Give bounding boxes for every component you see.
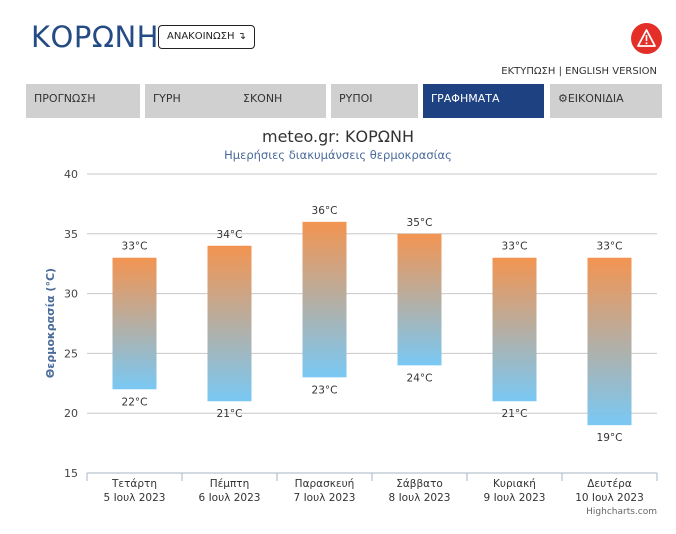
high-temp-label: 33°C <box>597 241 623 253</box>
x-tick-label-day: Κυριακή <box>493 478 536 490</box>
tab-charts[interactable]: ΓΡΑΦΗΜΑΤΑ <box>423 84 544 118</box>
high-temp-label: 35°C <box>407 217 433 229</box>
x-tick-label-date: 10 Ιουλ 2023 <box>575 492 644 504</box>
y-tick-label: 15 <box>64 467 78 480</box>
y-tick-label: 40 <box>64 168 78 181</box>
x-tick-label-date: 8 Ιουλ 2023 <box>389 492 451 504</box>
high-temp-label: 33°C <box>122 241 148 253</box>
x-tick-label-day: Πέμπτη <box>210 478 250 490</box>
temperature-bar[interactable] <box>492 257 537 402</box>
y-tick-label: 20 <box>64 407 78 420</box>
low-temp-label: 24°C <box>407 372 433 384</box>
low-temp-label: 23°C <box>312 384 338 396</box>
low-temp-label: 19°C <box>597 432 623 444</box>
y-tick-label: 30 <box>64 288 78 301</box>
low-temp-label: 21°C <box>217 408 243 420</box>
high-temp-label: 36°C <box>312 205 338 217</box>
x-tick-label-date: 7 Ιουλ 2023 <box>294 492 356 504</box>
chart-title: meteo.gr: ΚΟΡΩΝΗ <box>261 127 415 146</box>
temperature-bar[interactable] <box>112 257 157 390</box>
chart-subtitle: Ημερήσιες διακυμάνσεις θερμοκρασίας <box>224 148 452 162</box>
low-temp-label: 21°C <box>502 408 528 420</box>
tab-bar: ΠΡΟΓΝΩΣΗ ΓΥΡΗ ΣΚΟΝΗ ΡΥΠΟΙ ΓΡΑΦΗΜΑΤΑ ⚙ΕΙΚ… <box>26 84 662 118</box>
page-title: ΚΟΡΩΝΗ <box>31 20 159 54</box>
high-temp-label: 34°C <box>217 229 243 241</box>
temperature-bar[interactable] <box>587 257 632 426</box>
y-tick-label: 35 <box>64 228 78 241</box>
x-tick-label-day: Τετάρτη <box>111 478 157 490</box>
x-tick-label-date: 9 Ιουλ 2023 <box>484 492 546 504</box>
english-version-link[interactable]: ENGLISH VERSION <box>565 66 657 77</box>
y-tick-label: 25 <box>64 347 78 360</box>
tab-pollutants[interactable]: ΡΥΠΟΙ <box>331 84 418 118</box>
tab-pollen[interactable]: ΓΥΡΗ <box>145 84 240 118</box>
tab-icons[interactable]: ⚙ΕΙΚΟΝΙΔΙΑ <box>550 84 662 118</box>
tab-dust[interactable]: ΣΚΟΝΗ <box>235 84 326 118</box>
warning-triangle-icon[interactable] <box>631 23 662 54</box>
link-separator: | <box>558 66 562 77</box>
tab-forecast[interactable]: ΠΡΟΓΝΩΣΗ <box>26 84 140 118</box>
temperature-bar[interactable] <box>302 221 347 378</box>
print-link[interactable]: ΕΚΤΥΠΩΣΗ <box>501 66 556 77</box>
x-tick-label-day: Παρασκευή <box>295 478 355 490</box>
announcement-button[interactable]: ΑΝΑΚΟΙΝΩΣΗ ↴ <box>158 25 256 49</box>
x-tick-label-day: Δευτέρα <box>587 478 632 490</box>
x-tick-label-day: Σάββατο <box>396 478 443 490</box>
x-tick-label-date: 5 Ιουλ 2023 <box>104 492 166 504</box>
x-tick-label-date: 6 Ιουλ 2023 <box>199 492 261 504</box>
high-temp-label: 33°C <box>502 241 528 253</box>
y-axis-title: Θερμοκρασία (°C) <box>44 268 57 378</box>
low-temp-label: 22°C <box>122 396 148 408</box>
temperature-bar[interactable] <box>207 245 252 402</box>
credits-link[interactable]: Highcharts.com <box>586 507 657 517</box>
top-links: ΕΚΤΥΠΩΣΗ | ENGLISH VERSION <box>501 66 657 77</box>
temperature-bar[interactable] <box>397 233 442 366</box>
